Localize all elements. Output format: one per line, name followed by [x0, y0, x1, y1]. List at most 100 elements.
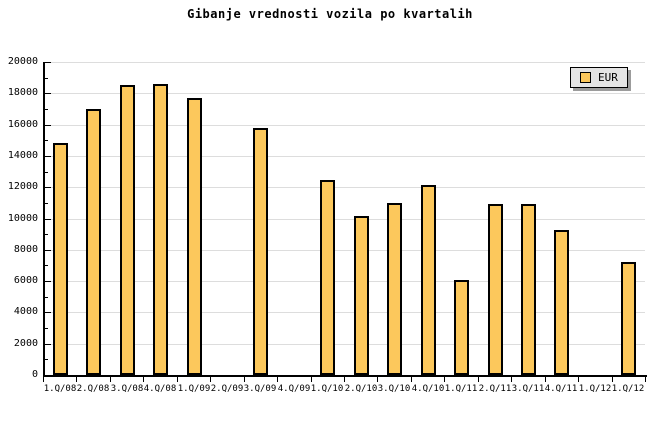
gridline: [43, 155, 645, 157]
x-boundary-tick: [612, 377, 613, 382]
x-boundary-tick: [511, 377, 512, 382]
x-category-label: 2.Q/10: [344, 384, 378, 394]
y-major-tick: [45, 187, 51, 189]
x-boundary-tick: [43, 377, 44, 382]
gridline: [43, 124, 645, 126]
gridline: [43, 312, 645, 314]
bar-1.Q/08: [53, 143, 68, 375]
y-major-tick: [45, 124, 51, 126]
x-boundary-tick: [210, 377, 211, 382]
y-minor-tick: [45, 328, 48, 330]
bar-1.Q/10: [320, 180, 335, 375]
y-minor-tick: [45, 77, 48, 79]
bar-3.Q/08: [120, 85, 135, 375]
x-category-label: 2.Q/11: [478, 384, 512, 394]
bar-4.Q/08: [153, 84, 168, 375]
y-major-tick: [45, 218, 51, 220]
y-minor-tick: [45, 171, 48, 173]
legend-swatch-eur: [580, 72, 591, 83]
y-tick-label: 14000: [7, 149, 38, 161]
legend-label: EUR: [598, 71, 618, 84]
x-category-label: 1.Q/10: [310, 384, 344, 394]
x-boundary-tick: [311, 377, 312, 382]
x-boundary-tick: [143, 377, 144, 382]
y-major-tick: [45, 281, 51, 283]
y-tick-label: 6000: [13, 275, 38, 287]
y-major-tick: [45, 249, 51, 251]
x-category-label: 1.Q/08: [43, 384, 77, 394]
x-category-label: 1.Q/11: [444, 384, 478, 394]
legend: EUR: [570, 67, 628, 88]
y-tick-label: 18000: [7, 87, 38, 99]
y-tick-label: 2000: [13, 337, 38, 349]
y-minor-tick: [45, 202, 48, 204]
x-boundary-tick: [76, 377, 77, 382]
gridline: [43, 93, 645, 95]
chart-title: Gibanje vrednosti vozila po kvartalih: [187, 7, 473, 21]
bar-2.Q/08: [86, 109, 101, 375]
y-major-tick: [45, 155, 51, 157]
y-major-tick: [45, 93, 51, 95]
bar-4.Q/11: [554, 230, 569, 375]
y-major-tick: [45, 343, 51, 345]
y-tick-label: 4000: [13, 306, 38, 318]
x-category-label: 2.Q/08: [76, 384, 110, 394]
x-category-label: 1.Q/12: [611, 384, 645, 394]
x-category-label: 1.Q/09: [177, 384, 211, 394]
y-minor-tick: [45, 265, 48, 267]
x-category-label: 3.Q/08: [110, 384, 144, 394]
x-category-label: 1.Q/12: [578, 384, 612, 394]
x-category-label: 3.Q/09: [243, 384, 277, 394]
gridline: [43, 249, 645, 251]
y-tick-label: 8000: [13, 243, 38, 255]
x-boundary-tick: [444, 377, 445, 382]
x-boundary-tick: [177, 377, 178, 382]
bar-2.Q/11: [488, 204, 503, 375]
y-tick-label: 10000: [7, 212, 38, 224]
x-boundary-tick: [545, 377, 546, 382]
x-boundary-tick: [478, 377, 479, 382]
x-category-label: 3.Q/10: [377, 384, 411, 394]
gridline: [43, 343, 645, 345]
y-tick-label: 20000: [7, 56, 38, 67]
bar-2.Q/10: [354, 216, 369, 375]
x-category-label: 4.Q/09: [277, 384, 311, 394]
x-category-label: 2.Q/09: [210, 384, 244, 394]
bar-3.Q/11: [521, 204, 536, 375]
x-boundary-tick: [110, 377, 111, 382]
x-boundary-tick: [277, 377, 278, 382]
gridline: [43, 62, 645, 63]
y-minor-tick: [45, 359, 48, 361]
y-minor-tick: [45, 234, 48, 236]
y-tick-label: 16000: [7, 118, 38, 130]
y-axis: [43, 62, 45, 377]
x-category-label: 3.Q/11: [511, 384, 545, 394]
x-axis: [43, 375, 647, 377]
x-boundary-tick: [645, 377, 646, 382]
bar-3.Q/10: [387, 203, 402, 375]
x-boundary-tick: [344, 377, 345, 382]
y-minor-tick: [45, 140, 48, 142]
bar-1.Q/12: [621, 262, 636, 375]
gridline: [43, 187, 645, 189]
y-minor-tick: [45, 296, 48, 298]
x-boundary-tick: [578, 377, 579, 382]
y-major-tick: [45, 375, 51, 376]
y-tick-label: 0: [31, 369, 38, 380]
y-major-tick: [45, 312, 51, 314]
x-boundary-tick: [411, 377, 412, 382]
bar-4.Q/10: [421, 185, 436, 375]
x-boundary-tick: [244, 377, 245, 382]
x-category-label: 4.Q/10: [411, 384, 445, 394]
y-major-tick: [45, 62, 51, 63]
y-tick-label: 12000: [7, 181, 38, 193]
gridline: [43, 218, 645, 220]
bar-1.Q/11: [454, 280, 469, 375]
y-minor-tick: [45, 108, 48, 110]
bar-1.Q/09: [187, 98, 202, 375]
x-category-label: 4.Q/08: [143, 384, 177, 394]
x-category-label: 4.Q/11: [544, 384, 578, 394]
x-boundary-tick: [377, 377, 378, 382]
bar-3.Q/09: [253, 128, 268, 375]
